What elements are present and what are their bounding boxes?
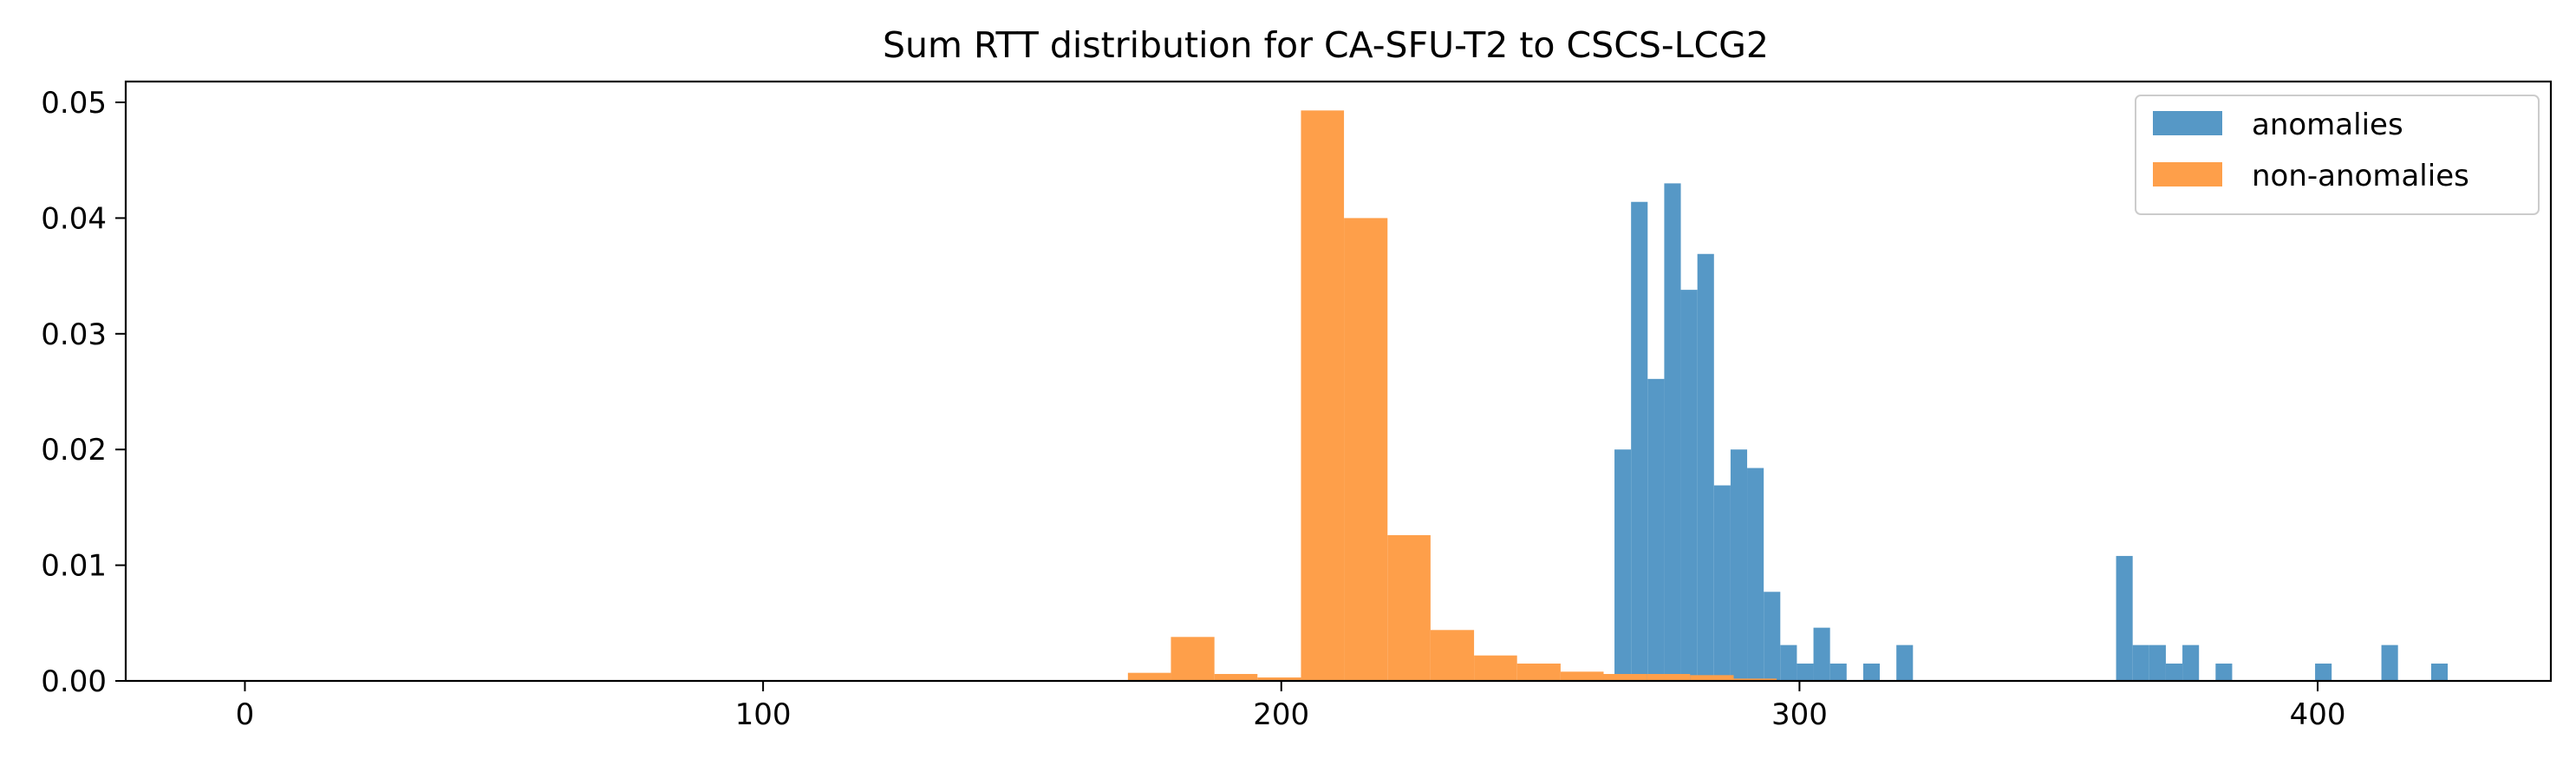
bar-anomalies-11: [1797, 663, 1814, 681]
bar-anomalies-12: [1813, 627, 1830, 681]
y-tick-label: 0.01: [41, 549, 107, 584]
legend-label-non-anomalies: non-anomalies: [2252, 159, 2469, 193]
bar-non-anomalies-0: [1127, 672, 1171, 681]
bar-non-anomalies-12: [1647, 673, 1691, 681]
bar-anomalies-3: [1664, 183, 1681, 682]
plot-frame: [124, 80, 2553, 683]
bar-anomalies-17: [2132, 644, 2149, 681]
x-tick-label: 400: [2290, 697, 2346, 732]
series-non-anomalies: [1127, 110, 1777, 681]
axes-layer: 0 100 200 300 400 0.00 0.01 0.02 0.03 0.04 0.05: [41, 80, 2553, 732]
x-tick-label: 200: [1253, 697, 1309, 732]
legend-swatch-non-anomalies: [2153, 162, 2222, 186]
bar-anomalies-24: [2430, 663, 2449, 681]
bar-non-anomalies-2: [1214, 673, 1258, 681]
bar-anomalies-19: [2165, 663, 2183, 681]
bar-anomalies-23: [2381, 644, 2398, 681]
x-tick-label: 100: [735, 697, 792, 732]
bar-anomalies-7: [1730, 449, 1748, 681]
bar-non-anomalies-13: [1690, 675, 1734, 681]
x-tick-label: 0: [236, 697, 255, 732]
bar-anomalies-10: [1780, 644, 1797, 681]
bar-non-anomalies-11: [1603, 673, 1647, 681]
bar-non-anomalies-4: [1301, 110, 1345, 681]
legend-swatch-anomalies: [2153, 111, 2222, 135]
series-anomalies: [1614, 183, 2449, 682]
bar-anomalies-1: [1631, 201, 1648, 682]
bar-anomalies-6: [1713, 485, 1731, 681]
legend-label-anomalies: anomalies: [2252, 108, 2403, 142]
bar-non-anomalies-6: [1387, 534, 1431, 681]
bar-non-anomalies-5: [1344, 218, 1388, 681]
bar-anomalies-4: [1680, 290, 1698, 681]
y-tick-label: 0.04: [41, 201, 107, 236]
bar-non-anomalies-3: [1257, 677, 1301, 681]
y-tick-label: 0.00: [41, 664, 107, 699]
legend: anomalies non-anomalies: [2135, 95, 2540, 215]
bar-non-anomalies-8: [1474, 655, 1517, 681]
x-tick-label: 300: [1771, 697, 1828, 732]
bar-anomalies-2: [1647, 378, 1665, 681]
bar-anomalies-21: [2215, 663, 2233, 681]
y-tick-label: 0.05: [41, 86, 107, 121]
bar-anomalies-22: [2315, 663, 2332, 681]
bar-non-anomalies-1: [1171, 637, 1215, 681]
bar-anomalies-13: [1829, 663, 1847, 681]
legend-box: [2135, 95, 2540, 215]
bar-non-anomalies-9: [1516, 663, 1561, 681]
chart-title: Sum RTT distribution for CA-SFU-T2 to CS…: [883, 24, 1769, 66]
bar-anomalies-0: [1614, 449, 1632, 681]
bars-layer: [1127, 110, 2449, 682]
bar-anomalies-18: [2149, 644, 2166, 681]
y-tick-label: 0.02: [41, 433, 107, 468]
bar-anomalies-5: [1697, 253, 1714, 681]
bar-non-anomalies-10: [1560, 671, 1604, 681]
bar-non-anomalies-14: [1733, 678, 1777, 681]
bar-anomalies-20: [2182, 644, 2200, 681]
bar-non-anomalies-7: [1430, 630, 1475, 681]
bar-anomalies-9: [1764, 592, 1781, 681]
bar-anomalies-16: [2116, 555, 2133, 681]
bar-anomalies-15: [1896, 644, 1914, 681]
bar-anomalies-8: [1747, 468, 1764, 681]
y-tick-label: 0.03: [41, 317, 107, 352]
bar-anomalies-14: [1862, 663, 1881, 681]
